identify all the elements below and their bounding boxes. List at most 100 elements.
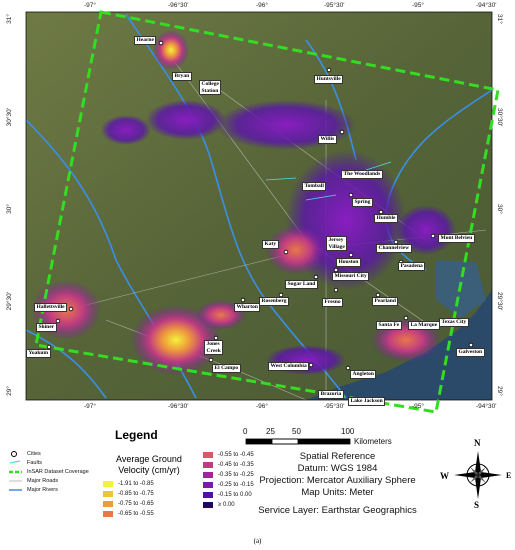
class-label-2: -0.75 to -0.65 — [118, 501, 154, 507]
projection-text: Projection: Mercator Auxiliary Sphere — [259, 475, 416, 486]
service-layer-text: Service Layer: Earthstar Geographics — [258, 505, 417, 516]
swatch-8 — [203, 492, 213, 498]
top-tick-3: -95°30' — [324, 2, 345, 9]
swatch-0 — [103, 481, 113, 487]
top-tick-1: -96°30' — [168, 2, 189, 9]
city-label-willis: Willis — [318, 135, 337, 144]
swatch-3 — [103, 511, 113, 517]
city-label-wharton: Wharton — [234, 303, 261, 312]
city-label-la-marque: La Marque — [408, 321, 440, 330]
top-tick-5: -94°30' — [476, 2, 497, 9]
bottom-tick-0: -97° — [84, 403, 96, 410]
city-label-brazoria: Brazoria — [318, 390, 344, 399]
city-label-huntsville: Huntsville — [314, 75, 344, 84]
right-tick-3: 29°30' — [496, 292, 503, 311]
swatch-5 — [203, 462, 213, 468]
north-arrow-icon — [454, 451, 502, 499]
swatch-4 — [203, 452, 213, 458]
datum-text: Datum: WGS 1984 — [297, 463, 378, 474]
city-label-houston: Houston — [336, 258, 361, 267]
legend-item-coverage: InSAR Dataset Coverage — [27, 469, 89, 475]
compass-n: N — [474, 438, 481, 448]
city-label-west-columbia: West Columbia — [268, 362, 310, 371]
class-label-5: -0.45 to -0.35 — [218, 462, 254, 468]
figure-caption: (a) — [253, 537, 262, 545]
left-tick-0: 31° — [6, 14, 13, 24]
legend-item-cities: Cities — [27, 451, 41, 457]
class-label-6: -0.35 to -0.25 — [218, 472, 254, 478]
bottom-tick-3: -95°30' — [324, 403, 345, 410]
right-tick-4: 29° — [496, 386, 503, 396]
city-label-hearne: Hearne — [134, 36, 157, 45]
scale-tick-25: 25 — [266, 427, 275, 436]
cities-symbol — [11, 451, 17, 457]
bottom-tick-4: -95° — [412, 403, 424, 410]
class-label-0: -1.91 to -0.85 — [118, 481, 154, 487]
city-label-el-campo: El Campo — [212, 364, 241, 373]
left-tick-1: 30°30' — [6, 108, 13, 127]
swatch-1 — [103, 491, 113, 497]
compass-w: W — [440, 471, 449, 481]
left-tick-3: 29°30' — [6, 292, 13, 311]
city-label-rosenberg: Rosenberg — [259, 297, 290, 306]
scale-tick-0: 0 — [243, 427, 248, 436]
legend-item-roads: Major Roads — [27, 478, 59, 484]
legend-item-faults: Faults — [27, 460, 42, 466]
left-tick-2: 30° — [6, 204, 13, 214]
city-label-jersey-village: Jersey Village — [326, 236, 348, 251]
left-tick-4: 29° — [6, 386, 13, 396]
city-label-angleton: Angleton — [350, 370, 377, 379]
city-label-texas-city: Texas City — [439, 318, 469, 327]
right-tick-1: 30°30' — [496, 108, 503, 127]
faults — [265, 161, 392, 201]
city-label-fresno: Fresno — [322, 298, 344, 307]
city-label-lake-jackson: Lake Jackson — [348, 397, 386, 406]
city-label-shiner: Shiner — [36, 323, 57, 332]
bottom-tick-1: -96°30' — [168, 403, 189, 410]
map-panel: -97° -96°30' -96° -95°30' -95° -94°30' -… — [6, 0, 509, 422]
map-units-text: Map Units: Meter — [301, 487, 374, 498]
city-label-katy: Katy — [262, 240, 279, 249]
spatial-reference-title: Spatial Reference — [299, 451, 376, 462]
city-label-yoakum: Yoakum — [26, 349, 51, 358]
city-label-pearland: Pearland — [372, 297, 399, 306]
class-label-4: -0.55 to -0.45 — [218, 452, 254, 458]
class-label-9: ≥ 0.00 — [218, 502, 235, 508]
scale-tick-100: 100 — [341, 427, 355, 436]
city-label-tomball: Tomball — [302, 182, 327, 191]
class-label-8: -0.15 to 0.00 — [218, 492, 252, 498]
faults-symbol — [9, 460, 21, 464]
right-tick-2: 30° — [496, 204, 503, 214]
city-label-galveston: Galveston — [456, 348, 485, 357]
city-label-hallettsville: Hallettsville — [34, 303, 68, 312]
swatch-2 — [103, 501, 113, 507]
city-label-santa-fe: Santa Fe — [376, 321, 402, 330]
city-label-sugar-land: Sugar Land — [285, 280, 318, 289]
city-label-missouri-city: Missouri City — [332, 272, 370, 281]
class-label-7: -0.25 to -0.15 — [218, 482, 254, 488]
legend-title: Legend — [115, 428, 158, 442]
top-tick-0: -97° — [84, 2, 96, 9]
city-label-jones-creek: Jones Creek — [204, 340, 224, 355]
city-label-humble: Humble — [374, 214, 398, 223]
class-label-1: -0.85 to -0.75 — [118, 491, 154, 497]
map-canvas — [25, 10, 500, 414]
velocity-title: Average Ground Velocity (cm/yr) — [116, 454, 182, 475]
swatch-9 — [203, 502, 213, 508]
city-label-spring: Spring — [352, 198, 373, 207]
city-label-the-woodlands: The Woodlands — [341, 170, 383, 179]
scale-unit: Kilometers — [354, 437, 392, 446]
top-tick-4: -95° — [412, 2, 424, 9]
bottom-tick-5: -94°30' — [476, 403, 497, 410]
gulf-of-mexico — [306, 290, 492, 400]
class-label-3: -0.65 to -0.55 — [118, 511, 154, 517]
top-tick-2: -96° — [256, 2, 268, 9]
insar-coverage-outline — [34, 10, 500, 414]
city-label-bryan: Bryan — [172, 72, 192, 81]
city-label-pasadena: Pasadena — [398, 262, 426, 271]
city-label-mont-belvieu: Mont Belvieu — [438, 234, 475, 243]
swatch-7 — [203, 482, 213, 488]
city-label-college-station: College Station — [199, 80, 222, 95]
right-tick-0: 31° — [496, 14, 503, 24]
scale-bar — [245, 438, 351, 445]
